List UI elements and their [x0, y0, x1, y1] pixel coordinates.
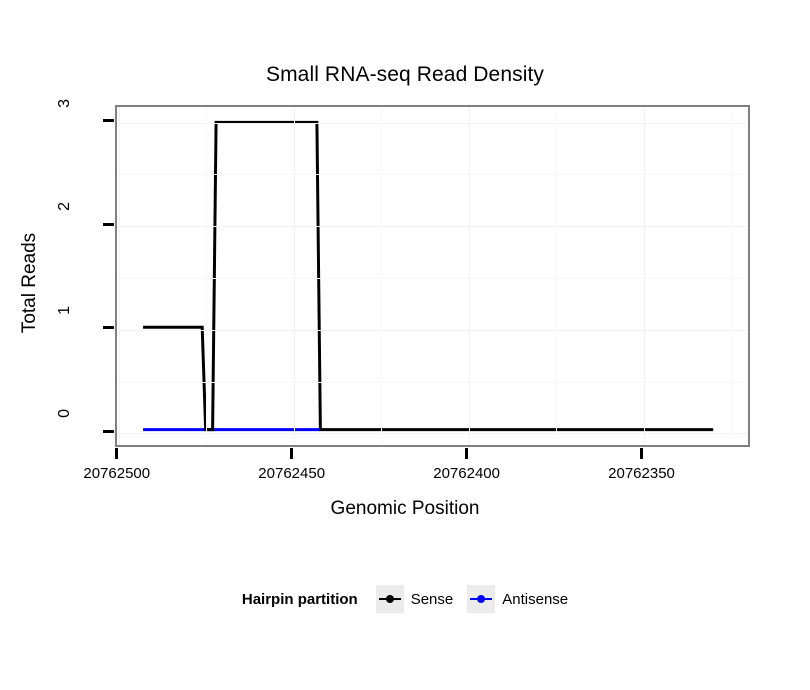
legend-item-antisense[interactable]: Antisense: [467, 585, 568, 613]
gridline-vertical-minor: [556, 107, 558, 445]
gridline-vertical: [118, 107, 120, 445]
gridline-horizontal-minor: [117, 278, 748, 279]
x-tick-mark: [115, 448, 119, 459]
legend-label-sense: Sense: [410, 590, 454, 608]
line-point-key-blue-icon: [467, 585, 496, 613]
series-line-sense: [143, 120, 714, 432]
x-tick-mark: [640, 448, 644, 459]
gridline-horizontal: [117, 433, 748, 435]
series-layer: [143, 120, 714, 432]
gridline-vertical-minor: [731, 107, 732, 445]
x-tick-label: 20762450: [258, 465, 326, 482]
y-axis-title: Total Reads: [19, 232, 40, 334]
y-tick-label: 3: [56, 98, 73, 108]
gridline-horizontal: [117, 122, 748, 124]
x-tick-label: 20762350: [608, 465, 675, 482]
gridline-horizontal-minor: [117, 381, 748, 383]
gridline-horizontal: [117, 329, 748, 331]
chart-title: Small RNA-seq Read Density: [265, 63, 545, 86]
x-tick-label: 20762400: [433, 465, 500, 482]
gridline-vertical-minor: [381, 107, 383, 445]
legend-label-antisense: Antisense: [502, 590, 569, 608]
plot-panel: [115, 105, 750, 447]
gridline-vertical-minor: [206, 107, 208, 445]
gridline-horizontal: [117, 226, 748, 228]
x-tick-label: 20762500: [83, 465, 151, 482]
gridline-horizontal-minor: [117, 174, 748, 176]
y-tick-label: 0: [56, 409, 73, 419]
y-tick-mark: [103, 429, 114, 433]
y-tick-mark: [103, 326, 114, 330]
x-tick-mark: [465, 448, 469, 459]
gridline-vertical: [643, 107, 645, 445]
x-axis-title: Genomic Position: [330, 498, 480, 519]
y-tick-mark: [103, 119, 114, 123]
x-tick-mark: [290, 448, 294, 459]
plot-area: [117, 107, 748, 445]
gridline-vertical: [293, 107, 295, 445]
y-tick-label: 1: [56, 305, 73, 315]
legend-item-sense[interactable]: Sense: [375, 585, 454, 613]
y-tick-label: 2: [56, 202, 73, 212]
legend-title: Hairpin partition: [241, 590, 358, 608]
y-tick-mark: [103, 222, 114, 226]
line-point-key-black-icon: [375, 585, 404, 613]
legend: Hairpin partition Sense Antisense: [0, 585, 810, 613]
gridline-vertical: [468, 107, 470, 445]
